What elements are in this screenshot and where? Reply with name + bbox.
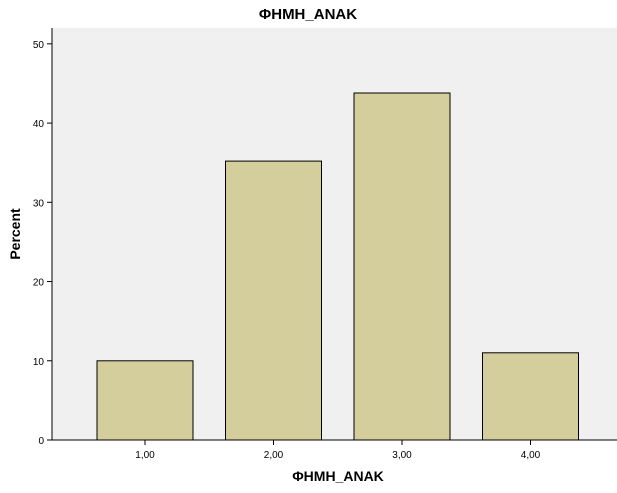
bar-3: [353, 92, 451, 441]
tick-labels-group: 1,00 2,00 3,00 4,00 0 10 20 30 40 50: [33, 40, 541, 461]
bars-group: [96, 92, 579, 441]
bar-1: [96, 360, 194, 441]
chart-title: ΦΗΜΗ_ΑΝΑΚ: [259, 6, 357, 23]
x-tick-label: 4,00: [521, 450, 541, 461]
x-tick-label: 3,00: [392, 450, 412, 461]
bar-2: [225, 160, 322, 441]
x-tick-label: 1,00: [135, 450, 155, 461]
y-tick-label: 50: [33, 40, 45, 51]
y-tick-label: 30: [33, 198, 45, 209]
x-axis-title: ΦΗΜΗ_ΑΝΑΚ: [292, 468, 384, 484]
y-axis-title: Percent: [7, 208, 23, 260]
bar-4: [482, 352, 579, 441]
y-tick-label: 40: [33, 119, 45, 130]
axes-group: [47, 28, 617, 445]
y-tick-label: 20: [33, 278, 45, 289]
x-tick-label: 2,00: [264, 450, 284, 461]
y-tick-label: 0: [38, 436, 44, 447]
y-tick-label: 10: [33, 357, 45, 368]
